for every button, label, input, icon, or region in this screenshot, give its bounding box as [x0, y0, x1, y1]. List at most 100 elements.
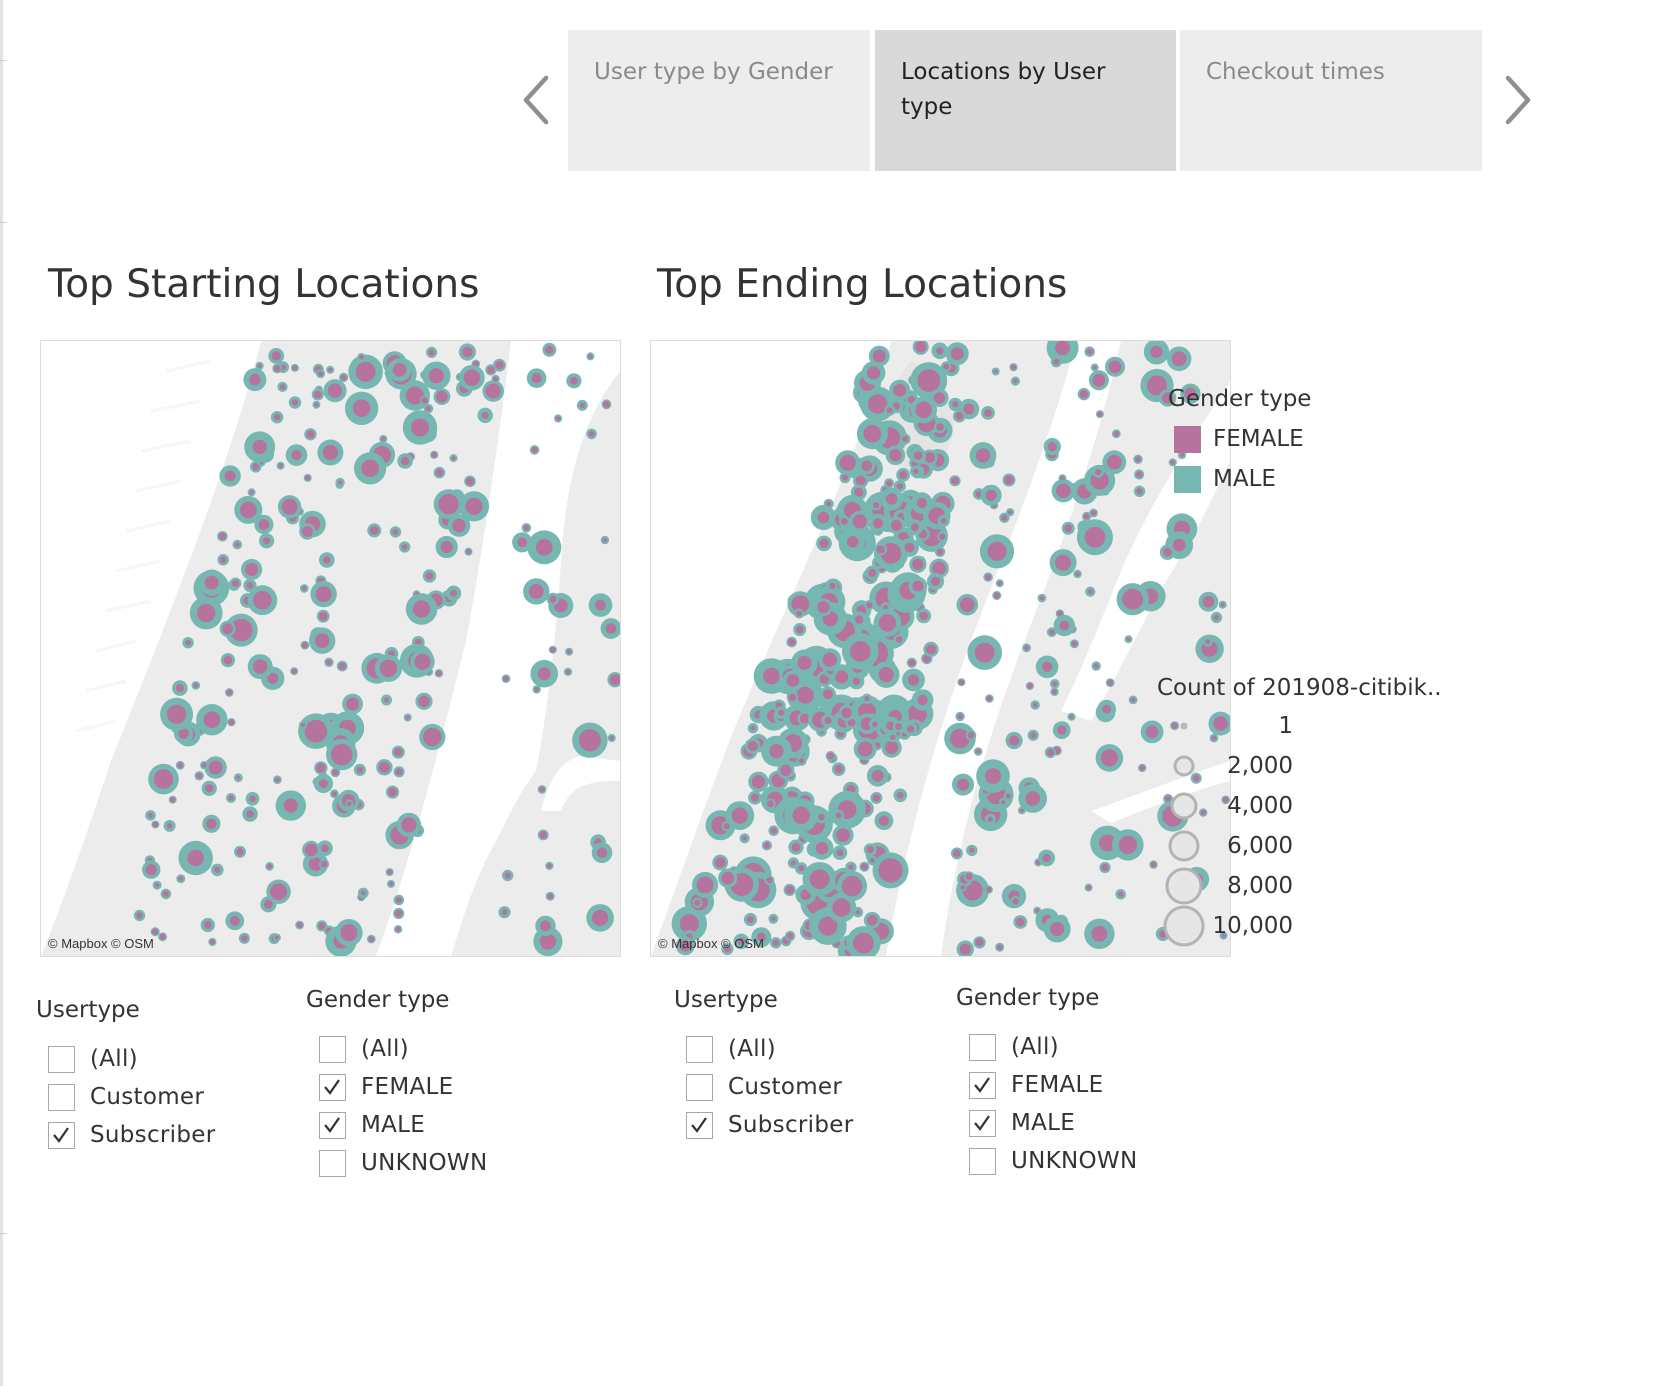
station-bubble[interactable]: [246, 792, 260, 806]
station-bubble[interactable]: [985, 886, 993, 894]
station-bubble[interactable]: [337, 661, 348, 672]
station-bubble[interactable]: [857, 418, 888, 449]
station-bubble[interactable]: [966, 730, 977, 741]
station-bubble[interactable]: [912, 689, 934, 711]
station-bubble[interactable]: [1010, 896, 1021, 907]
story-point-user-type-by-gender[interactable]: User type by Gender: [568, 30, 870, 171]
station-bubble[interactable]: [465, 548, 473, 556]
station-bubble[interactable]: [864, 600, 874, 610]
checkbox[interactable]: [48, 1084, 75, 1111]
station-bubble[interactable]: [309, 628, 335, 654]
station-bubble[interactable]: [420, 396, 430, 406]
station-bubble[interactable]: [1089, 370, 1109, 390]
station-bubble[interactable]: [299, 523, 315, 539]
station-bubble[interactable]: [527, 530, 561, 564]
filter-option-unknown[interactable]: UNKNOWN: [319, 1148, 487, 1178]
station-bubble[interactable]: [530, 660, 558, 688]
station-bubble[interactable]: [335, 919, 362, 946]
station-bubble[interactable]: [404, 714, 412, 722]
station-bubble[interactable]: [1050, 679, 1060, 689]
station-bubble[interactable]: [894, 789, 908, 803]
station-bubble[interactable]: [1096, 744, 1124, 772]
station-bubble[interactable]: [319, 859, 329, 869]
station-bubble[interactable]: [225, 911, 244, 930]
station-bubble[interactable]: [900, 434, 911, 445]
station-bubble[interactable]: [983, 572, 992, 581]
station-bubble[interactable]: [748, 772, 768, 792]
station-bubble[interactable]: [422, 362, 450, 390]
station-bubble[interactable]: [910, 466, 921, 477]
station-bubble[interactable]: [718, 869, 737, 888]
station-bubble[interactable]: [785, 931, 795, 941]
station-bubble[interactable]: [233, 540, 243, 550]
station-bubble[interactable]: [916, 609, 931, 624]
station-bubble[interactable]: [399, 541, 410, 552]
checkbox[interactable]: [319, 1074, 346, 1101]
station-bubble[interactable]: [770, 937, 781, 948]
filter-option-subscriber[interactable]: Subscriber: [48, 1120, 215, 1150]
station-bubble[interactable]: [248, 585, 278, 615]
station-bubble[interactable]: [951, 847, 963, 859]
station-bubble[interactable]: [169, 796, 177, 804]
station-bubble[interactable]: [151, 927, 160, 936]
station-bubble[interactable]: [1138, 764, 1146, 772]
station-bubble[interactable]: [1038, 850, 1055, 867]
station-bubble[interactable]: [243, 368, 266, 391]
station-bubble[interactable]: [145, 810, 156, 821]
story-point-locations-by-user-type[interactable]: Locations by User type: [875, 30, 1176, 171]
station-bubble[interactable]: [768, 914, 778, 924]
station-bubble[interactable]: [202, 781, 217, 796]
station-bubble[interactable]: [870, 792, 882, 804]
station-bubble[interactable]: [1073, 570, 1081, 578]
station-bubble[interactable]: [179, 841, 213, 875]
station-bubble[interactable]: [273, 934, 281, 942]
station-bubble[interactable]: [959, 883, 967, 891]
station-bubble[interactable]: [312, 388, 324, 400]
station-bubble[interactable]: [533, 685, 541, 693]
station-bubble[interactable]: [387, 880, 395, 888]
station-bubble[interactable]: [450, 454, 458, 462]
station-bubble[interactable]: [314, 761, 327, 774]
station-bubble[interactable]: [976, 759, 1010, 793]
station-bubble[interactable]: [1006, 732, 1023, 749]
station-bubble[interactable]: [607, 672, 620, 687]
station-bubble[interactable]: [492, 375, 500, 383]
station-bubble[interactable]: [932, 343, 949, 360]
station-bubble[interactable]: [880, 488, 903, 511]
station-bubble[interactable]: [820, 686, 836, 702]
station-bubble[interactable]: [345, 392, 378, 425]
station-bubble[interactable]: [1068, 713, 1076, 721]
checkbox[interactable]: [686, 1074, 713, 1101]
checkbox[interactable]: [969, 1034, 996, 1061]
station-bubble[interactable]: [1093, 467, 1104, 478]
station-bubble[interactable]: [941, 361, 951, 371]
station-bubble[interactable]: [317, 440, 343, 466]
station-bubble[interactable]: [478, 408, 493, 423]
station-bubble[interactable]: [862, 694, 872, 704]
station-bubble[interactable]: [957, 941, 974, 957]
station-bubble[interactable]: [967, 635, 1002, 670]
filter-option-all[interactable]: (All): [48, 1044, 138, 1074]
station-bubble[interactable]: [482, 380, 504, 402]
station-bubble[interactable]: [833, 810, 844, 821]
station-bubble[interactable]: [394, 895, 405, 906]
station-bubble[interactable]: [826, 751, 836, 761]
station-bubble[interactable]: [326, 366, 334, 374]
station-bubble[interactable]: [219, 465, 240, 486]
station-bubble[interactable]: [871, 500, 882, 511]
station-bubble[interactable]: [1054, 615, 1075, 636]
station-bubble[interactable]: [953, 410, 966, 423]
station-bubble[interactable]: [230, 578, 242, 590]
station-bubble[interactable]: [312, 401, 320, 409]
station-bubble[interactable]: [934, 421, 946, 433]
station-bubble[interactable]: [208, 938, 216, 946]
station-bubble[interactable]: [1031, 700, 1040, 709]
story-point-checkout-times[interactable]: Checkout times: [1180, 30, 1482, 171]
station-bubble[interactable]: [875, 543, 887, 555]
station-bubble[interactable]: [980, 534, 1014, 568]
station-bubble[interactable]: [164, 820, 176, 832]
station-bubble[interactable]: [827, 581, 837, 591]
station-bubble[interactable]: [286, 444, 308, 466]
checkbox[interactable]: [969, 1072, 996, 1099]
station-bubble[interactable]: [403, 410, 437, 444]
